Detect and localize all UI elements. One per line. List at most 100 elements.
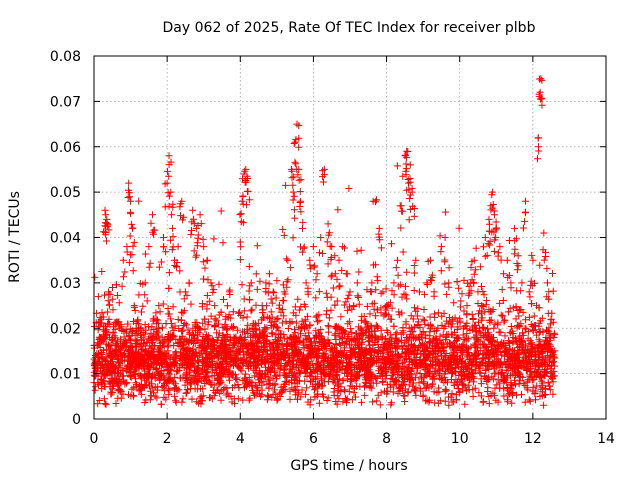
data-point: [241, 328, 248, 336]
chart-title: Day 062 of 2025, Rate Of TEC Index for r…: [163, 20, 536, 36]
data-point: [102, 401, 110, 409]
data-point: [486, 316, 494, 324]
data-point: [463, 302, 471, 310]
data-point: [403, 268, 411, 276]
data-point: [128, 224, 136, 232]
data-point: [315, 288, 323, 296]
data-point: [448, 369, 456, 377]
data-point: [294, 295, 302, 303]
data-point: [390, 322, 398, 330]
data-point: [306, 321, 314, 329]
data-point: [242, 376, 250, 384]
data-point: [128, 220, 136, 228]
data-point: [333, 367, 341, 375]
data-point: [422, 346, 430, 354]
data-point: [401, 378, 409, 386]
data-point: [372, 286, 380, 294]
data-point: [314, 352, 322, 360]
data-point: [189, 206, 197, 214]
data-point: [188, 330, 196, 338]
data-point: [423, 281, 431, 288]
data-point: [513, 266, 521, 274]
data-point: [338, 267, 346, 274]
data-point: [269, 390, 277, 398]
data-point: [401, 349, 409, 357]
data-point: [534, 134, 542, 142]
data-point: [290, 192, 298, 200]
data-point: [361, 391, 369, 399]
data-point: [455, 284, 463, 292]
data-point: [463, 330, 471, 338]
data-point: [402, 385, 410, 393]
data-point: [528, 251, 536, 259]
data-point: [474, 288, 482, 296]
data-point: [522, 208, 529, 216]
data-point: [387, 331, 395, 339]
data-point: [354, 292, 362, 300]
data-point: [353, 279, 361, 287]
data-point: [203, 257, 211, 265]
data-point: [373, 196, 380, 204]
data-point: [169, 303, 177, 311]
data-point: [189, 324, 197, 332]
data-point: [193, 239, 201, 247]
data-point: [313, 270, 321, 278]
data-point: [120, 328, 128, 335]
data-point: [482, 374, 490, 382]
data-point: [344, 306, 352, 314]
data-point: [472, 244, 480, 252]
data-point: [229, 308, 237, 316]
data-point: [160, 234, 167, 241]
data-point: [436, 371, 443, 379]
data-point: [152, 330, 160, 338]
y-tick-label: 0: [72, 412, 81, 428]
data-point: [271, 381, 279, 389]
data-point: [484, 363, 492, 370]
data-point: [516, 373, 524, 380]
data-point: [147, 219, 155, 227]
data-point: [324, 220, 332, 228]
data-point: [328, 344, 336, 352]
data-point: [355, 268, 363, 276]
data-point: [106, 320, 114, 328]
data-point: [457, 297, 465, 305]
data-point: [109, 295, 117, 303]
data-point: [485, 400, 493, 408]
data-point: [194, 231, 202, 239]
data-point: [489, 360, 497, 368]
data-point: [426, 396, 434, 404]
data-point: [416, 370, 424, 377]
data-point: [426, 322, 434, 329]
data-point: [279, 225, 287, 233]
data-point: [158, 361, 166, 368]
data-point: [208, 372, 216, 380]
data-point: [224, 353, 232, 361]
data-point: [165, 391, 173, 399]
data-point: [190, 331, 197, 339]
data-point: [511, 250, 519, 258]
data-point: [217, 396, 225, 404]
data-point: [315, 317, 323, 325]
data-point: [155, 263, 163, 271]
data-point: [431, 310, 438, 318]
data-point: [425, 398, 433, 406]
data-point: [419, 378, 427, 386]
data-point: [296, 306, 304, 314]
data-point: [175, 325, 183, 332]
data-point: [422, 397, 430, 405]
data-point: [529, 345, 537, 353]
data-point: [450, 299, 458, 307]
data-point: [515, 380, 523, 388]
data-point: [246, 196, 254, 204]
data-point: [138, 308, 145, 316]
data-point: [205, 318, 213, 326]
data-point: [537, 317, 544, 325]
data-point: [550, 329, 558, 337]
data-point: [202, 345, 210, 353]
data-point: [397, 224, 405, 232]
data-point: [455, 224, 463, 232]
data-point: [478, 283, 485, 290]
data-point: [146, 387, 154, 395]
data-point: [535, 336, 543, 344]
data-point: [490, 247, 498, 255]
